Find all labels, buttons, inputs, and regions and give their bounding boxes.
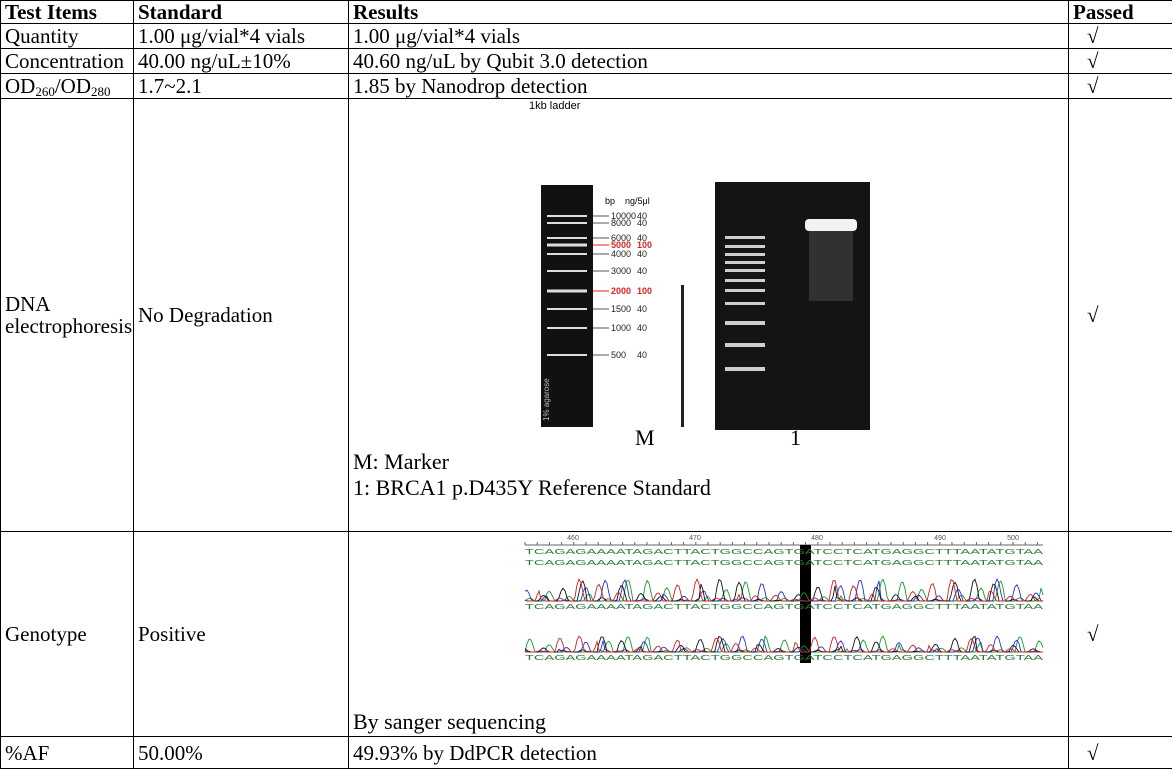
table-cell: 49.93% by DdPCR detection (349, 737, 1069, 769)
trace (525, 636, 1043, 652)
ruler-label: 480 (811, 535, 823, 542)
gel-band (725, 321, 765, 325)
ladder-bp: 1500 (611, 304, 631, 314)
chromatogram: 460 470 480 490 500 TCAGAGAAAATAGACTTACTGGCCA… (353, 533, 1063, 705)
ladder-header: ng/5μl (625, 196, 650, 206)
table-cell: No Degradation (134, 99, 349, 532)
gel-band (725, 261, 765, 264)
gel-band (725, 302, 765, 305)
trace (525, 636, 1043, 652)
result-cell: 460 470 480 490 500 TCAGAGAAAATAGACTTACTGGCCA… (349, 532, 1069, 737)
subscript: 280 (91, 84, 111, 99)
gel-band (725, 253, 765, 256)
ladder-bp: 500 (611, 350, 626, 360)
gel-band (725, 289, 765, 292)
table-cell: DNA electrophoresis (1, 99, 134, 532)
gel-band (725, 236, 765, 239)
header-cell: Results (349, 1, 1069, 24)
ladder-ng: 40 (637, 249, 647, 259)
table-cell: 1.85 by Nanodrop detection (349, 74, 1069, 99)
sequence-row: TCAGAGAAAATAGACTTACTGGCCAGTGATCCTCATGAGG… (525, 604, 1044, 611)
ruler-label: 460 (567, 535, 579, 542)
table-cell: 1.7~2.1 (134, 74, 349, 99)
trace (525, 636, 1043, 652)
gel-band (725, 245, 765, 248)
gel-band (725, 367, 765, 371)
lane-label: 1 (790, 425, 801, 445)
sequence-row: TCAGAGAAAATAGACTTACTGGCCAGTGATCCTCATGAGG… (525, 655, 1044, 662)
gel-band (725, 343, 765, 347)
gel-title: 1kb ladder (529, 100, 581, 112)
header-cell: Passed (1069, 1, 1172, 24)
lane-label: M (635, 425, 655, 445)
ladder-bp: 2000 (611, 286, 631, 296)
table-cell: Quantity (1, 24, 134, 49)
text-part: OD (5, 74, 35, 98)
gel-sample-band (805, 219, 857, 231)
table-cell: 1.00 μg/vial*4 vials (349, 24, 1069, 49)
passed-cell: √ (1069, 532, 1172, 737)
ladder-bp: 4000 (611, 249, 631, 259)
table-cell: %AF (1, 737, 134, 769)
table-cell: OD260/OD280 (1, 74, 134, 99)
result-note: M: Marker (353, 449, 1064, 475)
passed-cell: √ (1069, 99, 1172, 532)
ladder-bp: 1000 (611, 323, 631, 333)
result-note: By sanger sequencing (353, 709, 1064, 735)
gel-band (725, 279, 765, 282)
subscript: 260 (35, 84, 55, 99)
ladder-ng: 40 (637, 218, 647, 228)
result-note: 1: BRCA1 p.D435Y Reference Standard (353, 475, 1064, 501)
passed-cell: √ (1069, 49, 1172, 74)
table-cell: 40.60 ng/uL by Qubit 3.0 detection (349, 49, 1069, 74)
passed-cell: √ (1069, 24, 1172, 49)
gel-note: 1% agarose (542, 378, 551, 421)
table-cell: 40.00 ng/uL±10% (134, 49, 349, 74)
ladder-ng: 100 (637, 286, 652, 296)
table-cell: Concentration (1, 49, 134, 74)
ruler-label: 470 (689, 535, 701, 542)
table-cell: Positive (134, 532, 349, 737)
gel-band (725, 269, 765, 272)
table-cell: 50.00% (134, 737, 349, 769)
table-cell: 1.00 μg/vial*4 vials (134, 24, 349, 49)
ruler-label: 490 (934, 535, 946, 542)
ladder-ng: 40 (637, 266, 647, 276)
ruler-label: 500 (1007, 535, 1019, 542)
gel-smear (809, 231, 853, 301)
trace (525, 579, 1043, 601)
table-cell: Genotype (1, 532, 134, 737)
ladder-ng: 40 (637, 350, 647, 360)
header-cell: Standard (134, 1, 349, 24)
sequence-row: TCAGAGAAAATAGACTTACTGGCCAGTGATCCTCATGAGG… (525, 549, 1044, 556)
scale-bar (681, 285, 684, 427)
passed-cell: √ (1069, 737, 1172, 769)
passed-cell: √ (1069, 74, 1172, 99)
ladder-ng: 40 (637, 304, 647, 314)
ladder-bp: 3000 (611, 266, 631, 276)
ladder-ng: 40 (637, 323, 647, 333)
sequence-row: TCAGAGAAAATAGACTTACTGGCCAGTGATCCTCATGAGG… (525, 560, 1044, 567)
header-cell: Test Items (1, 1, 134, 24)
ladder-bp: 8000 (611, 218, 631, 228)
ladder-header: bp (605, 196, 615, 206)
trace (525, 636, 1043, 652)
text-part: /OD (55, 74, 91, 98)
